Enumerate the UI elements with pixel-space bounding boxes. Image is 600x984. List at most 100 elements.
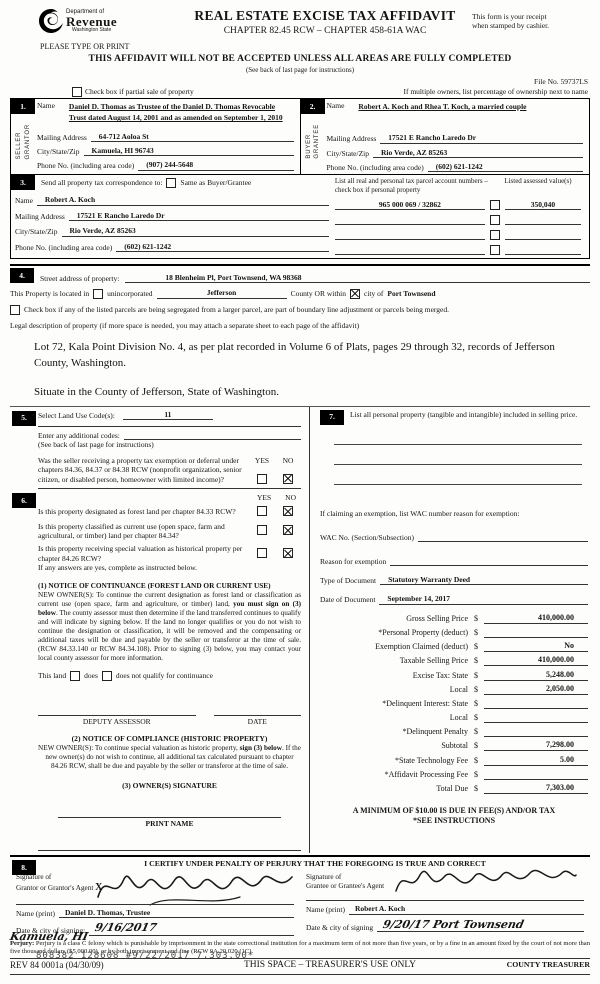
partial-sale-checkbox[interactable] [72,87,82,97]
see-back-note: (See back of last page for instructions) [245,65,355,74]
legal-description-text[interactable]: Lot 72, Kala Point Division No. 4, as pe… [34,341,555,369]
subtotal-value[interactable]: 7,298.00 [484,740,588,752]
section-6-number: 6. [12,492,36,508]
state-tech-fee-value[interactable]: 5.00 [484,755,588,766]
form-footer: REV 84 0001a (04/30/09) THIS SPACE – TRE… [10,960,590,976]
excise-tax-local-label: Local [449,684,468,694]
if-yes-note: If any answers are yes, complete as inst… [38,563,198,573]
assessed-value-1[interactable]: 350,040 [504,200,581,211]
no-header: NO [282,455,294,465]
grantor-name-print-label: Name (print) [16,908,55,918]
additional-codes-label: Enter any additional codes: [38,431,120,440]
left-column: 5. Select Land Use Code(s): 11 Enter any… [10,406,310,854]
grantor-signature-line[interactable] [16,894,294,905]
parcel-number-4[interactable] [334,245,485,256]
s3-city-value[interactable]: Rio Verde, AZ 85263 [61,226,329,237]
forest-yes-checkbox[interactable] [257,506,267,517]
assessed-value-3[interactable] [504,230,581,241]
delinquent-interest-state-value[interactable] [484,698,588,709]
parcel-number-2[interactable] [334,215,485,226]
type-of-document-value[interactable]: Statutory Warranty Deed [380,575,588,586]
seller-name-value[interactable]: Daniel D. Thomas as Trustee of the Danie… [68,102,283,123]
section-8-number: 8. [12,860,36,876]
taxable-selling-price-value[interactable]: 410,000.00 [484,655,588,667]
delinquent-interest-state-label: *Delinquent Interest: State [382,698,468,708]
personal-property-line-2[interactable] [334,458,582,465]
unincorporated-checkbox[interactable] [93,288,104,299]
buyer-phone-value[interactable]: (602) 621-1242 [427,162,583,173]
delinquent-penalty-value[interactable] [484,726,588,738]
affidavit-fee-value[interactable] [484,769,588,780]
land-use-value[interactable]: 11 [122,410,213,420]
file-number: File No. 59737LS [534,76,588,86]
assessed-value-2[interactable] [504,215,581,226]
parcel-personal-checkbox-4[interactable] [489,245,500,256]
county-value[interactable]: Jefferson [156,288,287,299]
grantee-signature-line[interactable] [306,890,584,902]
city-checkbox[interactable] [350,288,360,299]
current-use-question: Is this property classified as current u… [38,521,225,540]
forest-no-checkbox[interactable] [283,506,293,517]
s3-name-value[interactable]: Robert A. Koch [36,195,329,206]
city-value[interactable]: Port Townsend [387,289,436,299]
seller-city-value[interactable]: Kamuela, HI 96743 [83,146,294,157]
type-of-document-label: Type of Document [320,576,377,585]
buyer-name-value[interactable]: Robert A. Koch and Rhea T. Koch, a marri… [358,102,527,111]
form-title: REAL ESTATE EXCISE TAX AFFIDAVIT [194,8,456,23]
street-address-value[interactable]: 18 Blenheim Pl, Port Townsend, WA 98368 [125,273,590,284]
grantor-date-value[interactable]: 9/16/2017 [89,921,294,936]
excise-tax-state-label: Excise Tax: State [412,670,468,680]
treasurer-space-label: THIS SPACE – TREASURER'S USE ONLY [243,960,417,971]
current-use-yes-checkbox[interactable] [257,525,267,536]
does-not-checkbox[interactable] [101,670,112,681]
grantee-date-city-value[interactable]: 9/20/17 Port Townsend [377,918,584,933]
grantor-name-print-value[interactable]: Daniel D. Thomas, Trustee [58,908,294,918]
grantor-sig-label: Signature of Grantor or Grantor's Agent … [16,872,103,893]
does-checkbox[interactable] [70,670,81,681]
date-line: DATE [213,714,301,726]
excise-tax-local-value[interactable]: 2,050.00 [484,684,588,695]
located-in-label: This Property is located in [10,289,90,299]
total-due-value[interactable]: 7,303.00 [484,783,588,794]
excise-tax-state-value[interactable]: 5,248.00 [484,670,588,681]
seller-phone-value[interactable]: (907) 244-5648 [138,160,294,171]
assessed-value-4[interactable] [504,245,581,256]
parcel-personal-checkbox-2[interactable] [489,215,500,226]
s3-mailing-value[interactable]: 17521 E Rancho Laredo Dr [68,211,329,222]
personal-property-deduct-value[interactable] [484,627,588,638]
s5-yes-checkbox[interactable] [257,473,267,484]
unincorporated-label: unincorporated [107,289,153,299]
same-as-buyer-label: Same as Buyer/Grantee [180,178,252,188]
forest-land-question: Is this property designated as forest la… [38,507,236,517]
parcel-number-3[interactable] [334,230,485,241]
parcel-number-1[interactable]: 965 000 069 / 32862 [334,200,485,211]
s3-phone-value[interactable]: (602) 621-1242 [116,242,329,252]
gross-selling-price-value[interactable]: 410,000.00 [484,613,588,624]
personal-property-line-3[interactable] [334,478,582,485]
reason-value[interactable] [390,556,588,566]
parcel-personal-checkbox-1[interactable] [489,200,500,211]
buyer-city-value[interactable]: Rio Verde, AZ 85263 [373,148,583,158]
buyer-section: 2. BUYER GRANTEE Name Robert A. Koch and … [299,99,590,175]
personal-property-line-1[interactable] [334,438,582,445]
legal-description-label: Legal description of property (if more s… [10,320,360,330]
grantee-name-print-value[interactable]: Robert A. Koch [348,904,584,915]
historic-no-checkbox[interactable] [283,548,293,559]
parcel-personal-checkbox-3[interactable] [489,230,500,241]
delinquent-interest-local-label: Local [449,713,468,723]
exemption-claimed-value[interactable]: No [484,641,588,653]
wac-value[interactable] [417,532,588,542]
buyer-mailing-value[interactable]: 17521 E Rancho Laredo Dr [380,133,583,144]
delinquent-interest-local-value[interactable] [484,712,588,724]
assessed-value-header: Listed assessed value(s) [504,177,572,186]
segregated-checkbox[interactable] [10,304,20,315]
s5-no-checkbox[interactable] [283,473,293,484]
additional-codes-input[interactable] [123,431,301,441]
historic-yes-checkbox[interactable] [257,548,267,559]
seller-mailing-value[interactable]: 64-712 Aoloa St [90,132,294,142]
owner-signature-line[interactable] [38,844,301,852]
same-as-buyer-checkbox[interactable] [166,177,177,188]
date-of-document-value[interactable]: September 14, 2017 [379,594,588,605]
current-use-no-checkbox[interactable] [283,525,293,536]
section-3-number: 3. [11,175,35,191]
